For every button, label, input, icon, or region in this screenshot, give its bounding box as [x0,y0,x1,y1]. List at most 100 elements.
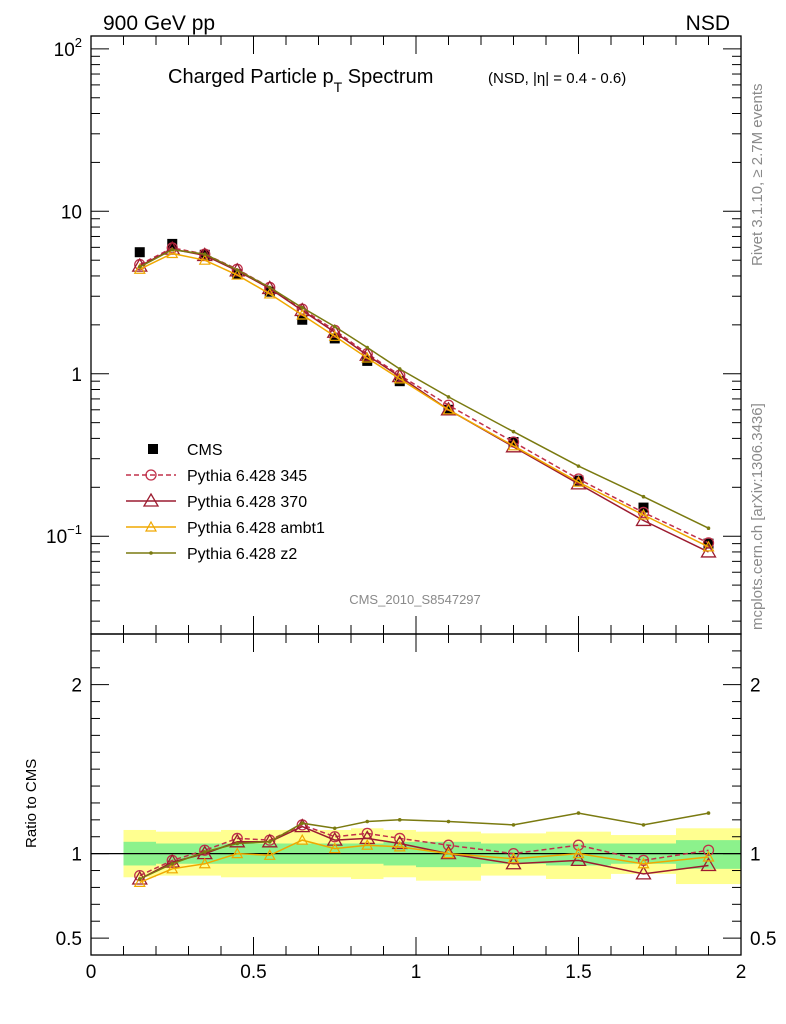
data-point-p370 [391,368,408,383]
analysis-watermark: CMS_2010_S8547297 [349,592,481,607]
side-label-top: Rivet 3.1.10, ≥ 2.7M events [749,84,766,267]
data-point-cms [573,475,584,486]
ratio-point-ambt1 [166,862,179,874]
data-point-ambt1 [263,287,276,299]
header-left: 900 GeV pp [103,12,215,35]
legend-label: Pythia 6.428 ambt1 [187,520,325,537]
ratio-point-z2 [397,818,402,822]
data-point-z2 [397,367,402,371]
ratio-point-p345 [702,844,715,856]
y-tick-label: 10−1 [46,522,82,548]
ratio-point-z2 [267,840,272,844]
data-point-ambt1 [393,372,406,384]
chart-title: Charged Particle pT Spectrum [168,66,433,95]
data-point-z2 [511,429,516,434]
ratio-point-ambt1 [133,876,146,887]
ratio-point-z2 [137,877,142,881]
ratio-line-p370 [139,825,709,880]
title-main: Charged Particle p [168,66,334,88]
data-point-p370 [326,323,343,338]
title-qualifier: (NSD, |η| = 0.4 - 0.6) [488,70,626,87]
side-label-bottom: mcplots.cern.ch [arXiv:1306.3436] [749,403,766,630]
y-tick-label: 1 [71,365,82,386]
x-tick-label: 2 [736,962,747,983]
legend-marker-p370 [142,492,160,507]
data-point-cms [297,314,308,325]
legend-marker-p345 [145,469,157,481]
ratio-point-z2 [170,861,175,866]
data-point-cms [264,286,275,297]
ratio-point-z2 [706,811,711,815]
ratio-point-ambt1 [198,857,211,869]
series-line-z2 [139,248,709,529]
ratio-point-p370 [164,853,181,868]
ratio-point-p370 [261,833,278,848]
ratio-tick-label-right: 0.5 [750,929,776,950]
data-point-p370 [359,346,376,361]
data-point-p370 [440,401,457,416]
legend-marker-cms [148,444,158,454]
ratio-point-ambt1 [296,833,309,845]
ratio-point-ambt1 [572,847,585,859]
ratio-line-ambt1 [139,839,709,884]
data-point-z2 [235,268,240,272]
ratio-point-ambt1 [328,842,341,854]
data-point-cms [329,333,340,344]
ratio-point-ambt1 [637,857,650,869]
legend-marker-z2 [149,551,153,555]
ratio-frame [90,633,742,956]
x-tick-label: 0 [86,962,97,983]
title-main-end: Spectrum [342,66,433,88]
data-point-z2 [170,247,175,252]
data-point-ambt1 [702,540,715,552]
ratio-point-ambt1 [361,838,374,850]
ratio-point-z2 [235,841,240,846]
ratio-point-z2 [300,821,305,826]
data-point-p345 [702,537,715,549]
data-point-ambt1 [133,262,146,274]
data-point-z2 [332,324,337,329]
data-point-ambt1 [198,253,211,265]
ratio-point-p370 [229,833,246,848]
main-plot-panel: 10−1 1 10 102 [46,35,742,635]
data-point-ambt1 [328,330,341,341]
ratio-line-p345 [139,824,709,877]
y-tick-label: 10 [61,202,82,223]
data-point-z2 [267,285,272,290]
data-point-ambt1 [361,351,374,363]
data-point-ambt1 [166,247,179,259]
data-point-cms [134,247,145,258]
data-point-p370 [505,438,522,453]
data-point-cms [167,238,178,249]
ratio-point-p345 [442,839,455,851]
ratio-point-z2 [446,819,451,824]
x-tick-label: 1 [411,962,422,983]
plot-frame [90,35,742,635]
data-point-z2 [202,252,207,256]
data-point-z2 [706,526,711,531]
ratio-point-ambt1 [263,849,276,860]
ratio-tick-label-right: 2 [750,676,761,697]
series-line-ambt1 [139,252,709,548]
title-subscript: T [334,79,343,95]
data-point-z2 [641,494,646,499]
legend-label: Pythia 6.428 370 [187,494,307,511]
data-point-cms [703,538,714,549]
data-point-ambt1 [296,308,309,320]
ratio-point-ambt1 [507,852,520,864]
ratio-tick-label-right: 1 [750,845,761,866]
ratio-point-p345 [572,839,585,851]
ratio-point-ambt1 [393,840,406,852]
data-point-z2 [365,345,370,350]
data-point-ambt1 [572,475,585,487]
header-right: NSD [686,12,730,35]
ratio-point-z2 [365,819,370,824]
ratio-point-p345 [637,854,650,867]
ratio-point-p370 [570,852,587,867]
ratio-point-p370 [635,865,652,880]
data-point-z2 [576,464,581,468]
data-point-ambt1 [507,439,520,451]
ratio-point-p370 [326,831,343,846]
ratio-point-p345 [329,831,341,843]
ratio-line-z2 [139,812,709,880]
